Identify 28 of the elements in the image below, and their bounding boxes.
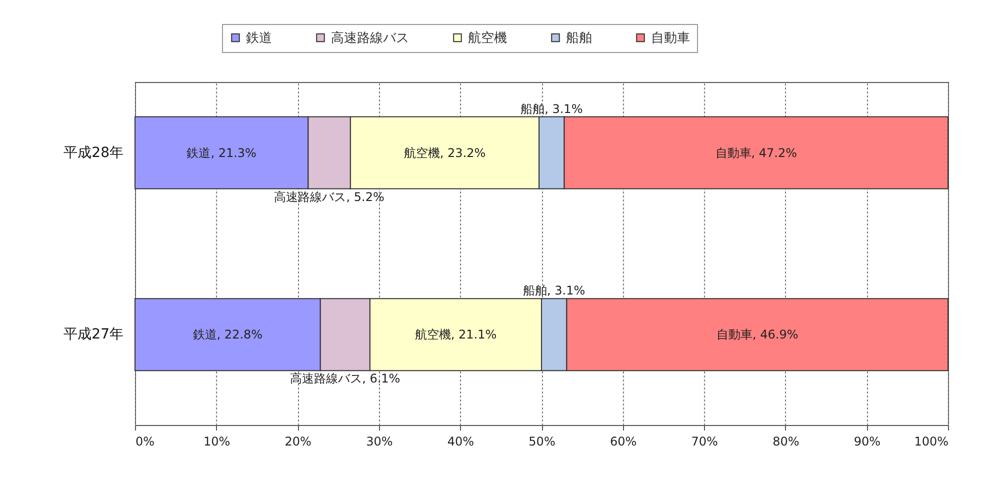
y-tick-label: 平成28年 [64,144,124,161]
legend-label: 自動車 [650,30,690,46]
x-tick-label: 40% [447,434,474,448]
x-tick-label: 20% [284,434,312,448]
data-label: 航空機, 21.1% [414,328,497,342]
data-label: 高速路線バス, 6.1% [290,372,400,386]
legend-label: 航空機 [468,30,507,46]
data-label: 鉄道, 22.8% [192,328,263,342]
data-label: 船舶, 3.1% [523,284,586,298]
data-label: 自動車, 46.9% [716,328,798,342]
x-tick-label: 60% [610,434,637,448]
data-label: 自動車, 47.2% [715,146,798,160]
data-label: 船舶, 3.1% [520,102,583,116]
x-tick-label: 10% [203,434,230,448]
x-tick-label: 70% [691,434,718,448]
x-tick-label: 100% [914,434,948,448]
legend-label: 高速路線バス [330,30,409,46]
data-label: 航空機, 23.2% [404,146,486,160]
data-label: 高速路線バス, 5.2% [274,190,384,204]
data-label: 鉄道, 21.3% [186,146,256,160]
legend-label: 鉄道 [246,30,272,46]
legend-label: 船舶 [566,30,592,46]
x-tick-label: 80% [772,434,800,448]
y-tick-label: 平成27年 [64,326,124,343]
x-tick-label: 0% [136,434,155,448]
x-tick-label: 90% [854,434,881,448]
x-tick-label: 50% [528,434,556,448]
x-tick-label: 30% [366,434,393,448]
